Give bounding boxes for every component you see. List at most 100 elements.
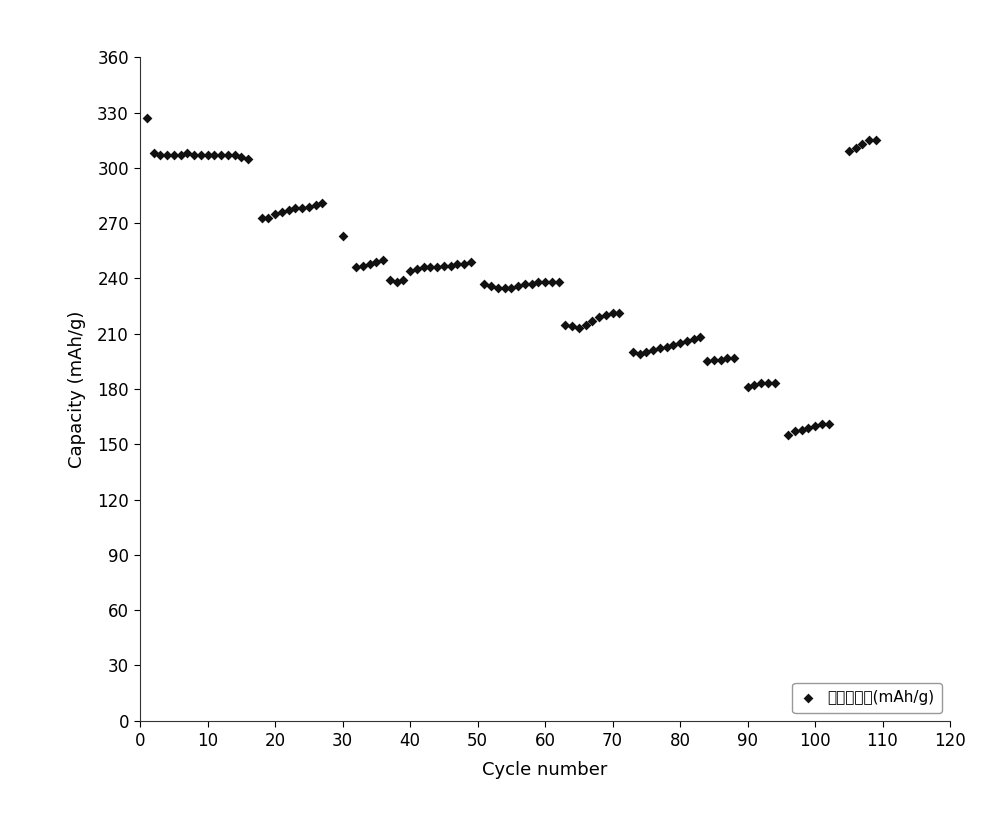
充电比容量(mAh/g)	[206, 148, 222, 161]
充电比容量(mAh/g)	[652, 342, 668, 355]
充电比容量(mAh/g)	[740, 381, 756, 394]
充电比容量(mAh/g)	[200, 148, 216, 161]
充电比容量(mAh/g)	[706, 353, 722, 366]
充电比容量(mAh/g)	[442, 259, 458, 272]
充电比容量(mAh/g)	[753, 377, 769, 390]
充电比容量(mAh/g)	[240, 152, 256, 165]
充电比容量(mAh/g)	[402, 265, 418, 278]
Y-axis label: Capacity (mAh/g): Capacity (mAh/g)	[68, 310, 86, 468]
充电比容量(mAh/g)	[260, 211, 276, 224]
X-axis label: Cycle number: Cycle number	[482, 761, 608, 779]
充电比容量(mAh/g)	[362, 257, 378, 270]
充电比容量(mAh/g)	[220, 148, 236, 161]
充电比容量(mAh/g)	[254, 211, 270, 224]
充电比容量(mAh/g)	[530, 275, 546, 288]
充电比容量(mAh/g)	[233, 150, 249, 163]
充电比容量(mAh/g)	[388, 275, 404, 288]
充电比容量(mAh/g)	[348, 260, 364, 274]
充电比容量(mAh/g)	[638, 346, 654, 359]
充电比容量(mAh/g)	[334, 229, 351, 242]
充电比容量(mAh/g)	[524, 278, 540, 291]
充电比容量(mAh/g)	[800, 421, 816, 434]
充电比容量(mAh/g)	[814, 418, 830, 431]
充电比容量(mAh/g)	[267, 207, 283, 220]
充电比容量(mAh/g)	[146, 147, 162, 160]
充电比容量(mAh/g)	[172, 148, 188, 161]
充电比容量(mAh/g)	[294, 201, 310, 215]
充电比容量(mAh/g)	[193, 148, 209, 161]
充电比容量(mAh/g)	[712, 353, 728, 366]
充电比容量(mAh/g)	[409, 263, 425, 276]
充电比容量(mAh/g)	[503, 281, 519, 294]
充电比容量(mAh/g)	[449, 257, 465, 270]
充电比容量(mAh/g)	[166, 148, 182, 161]
充电比容量(mAh/g)	[280, 204, 296, 217]
充电比容量(mAh/g)	[699, 355, 715, 368]
充电比容量(mAh/g)	[794, 423, 810, 436]
充电比容量(mAh/g)	[672, 337, 688, 350]
充电比容量(mAh/g)	[571, 322, 587, 335]
充电比容量(mAh/g)	[726, 351, 742, 364]
充电比容量(mAh/g)	[355, 259, 371, 272]
充电比容量(mAh/g)	[854, 138, 870, 151]
充电比容量(mAh/g)	[787, 425, 803, 438]
充电比容量(mAh/g)	[436, 259, 452, 272]
充电比容量(mAh/g)	[287, 201, 303, 215]
充电比容量(mAh/g)	[578, 318, 594, 331]
充电比容量(mAh/g)	[679, 334, 695, 347]
充电比容量(mAh/g)	[368, 256, 384, 269]
充电比容量(mAh/g)	[760, 377, 776, 390]
充电比容量(mAh/g)	[382, 274, 398, 287]
充电比容量(mAh/g)	[490, 281, 506, 294]
充电比容量(mAh/g)	[497, 281, 513, 294]
充电比容量(mAh/g)	[308, 198, 324, 211]
充电比容量(mAh/g)	[159, 148, 175, 161]
充电比容量(mAh/g)	[766, 377, 782, 390]
充电比容量(mAh/g)	[686, 333, 702, 346]
充电比容量(mAh/g)	[807, 419, 823, 432]
充电比容量(mAh/g)	[868, 133, 884, 147]
充电比容量(mAh/g)	[604, 307, 620, 320]
充电比容量(mAh/g)	[463, 256, 479, 269]
充电比容量(mAh/g)	[591, 310, 607, 324]
充电比容量(mAh/g)	[665, 338, 681, 351]
充电比容量(mAh/g)	[841, 145, 857, 158]
充电比容量(mAh/g)	[820, 418, 836, 431]
充电比容量(mAh/g)	[632, 347, 648, 360]
充电比容量(mAh/g)	[476, 278, 492, 291]
充电比容量(mAh/g)	[395, 274, 411, 287]
充电比容量(mAh/g)	[645, 344, 661, 357]
充电比容量(mAh/g)	[422, 260, 438, 274]
充电比容量(mAh/g)	[186, 148, 202, 161]
充电比容量(mAh/g)	[139, 111, 155, 124]
Legend: 充电比容量(mAh/g): 充电比容量(mAh/g)	[792, 683, 942, 713]
充电比容量(mAh/g)	[557, 318, 573, 331]
充电比容量(mAh/g)	[780, 428, 796, 441]
充电比容量(mAh/g)	[314, 197, 330, 210]
充电比容量(mAh/g)	[564, 319, 580, 333]
充电比容量(mAh/g)	[746, 378, 762, 391]
充电比容量(mAh/g)	[375, 253, 391, 266]
充电比容量(mAh/g)	[584, 314, 600, 328]
充电比容量(mAh/g)	[544, 275, 560, 288]
充电比容量(mAh/g)	[692, 331, 708, 344]
充电比容量(mAh/g)	[456, 257, 472, 270]
充电比容量(mAh/g)	[658, 340, 674, 353]
充电比容量(mAh/g)	[848, 141, 864, 154]
充电比容量(mAh/g)	[719, 351, 735, 364]
充电比容量(mAh/g)	[301, 200, 317, 213]
充电比容量(mAh/g)	[274, 206, 290, 219]
充电比容量(mAh/g)	[861, 133, 877, 147]
充电比容量(mAh/g)	[179, 147, 195, 160]
充电比容量(mAh/g)	[416, 260, 432, 274]
充电比容量(mAh/g)	[213, 148, 229, 161]
充电比容量(mAh/g)	[429, 260, 445, 274]
充电比容量(mAh/g)	[483, 279, 499, 292]
充电比容量(mAh/g)	[611, 307, 627, 320]
充电比容量(mAh/g)	[152, 148, 168, 161]
充电比容量(mAh/g)	[537, 275, 553, 288]
充电比容量(mAh/g)	[550, 275, 566, 288]
充电比容量(mAh/g)	[510, 279, 526, 292]
充电比容量(mAh/g)	[517, 278, 533, 291]
充电比容量(mAh/g)	[226, 148, 243, 161]
